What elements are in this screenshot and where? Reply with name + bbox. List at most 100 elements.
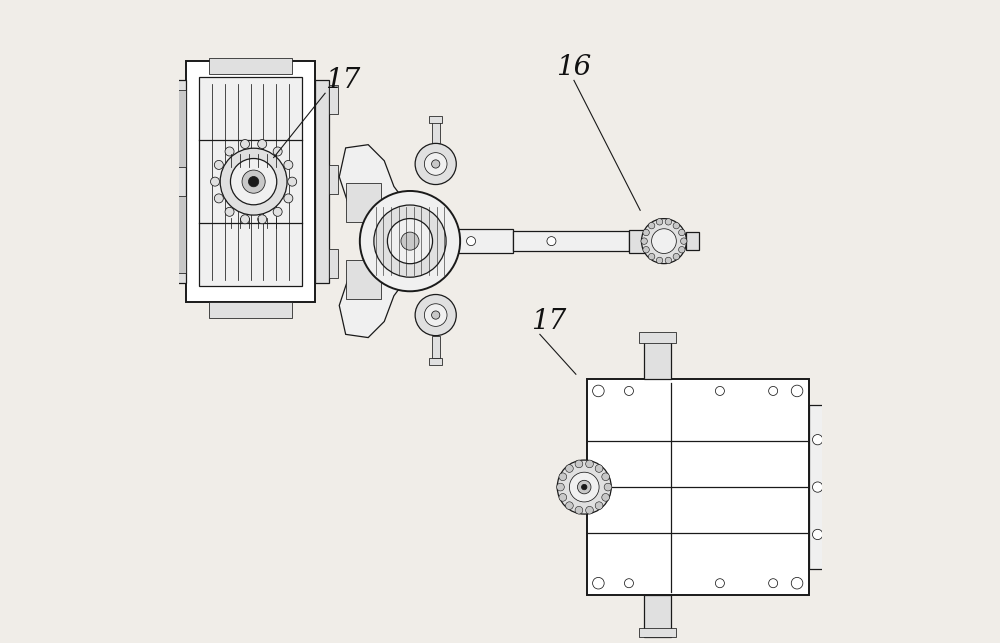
Circle shape (586, 507, 593, 514)
Circle shape (557, 484, 564, 491)
Circle shape (715, 386, 724, 395)
Circle shape (602, 494, 610, 502)
Circle shape (812, 435, 823, 445)
Circle shape (288, 177, 297, 186)
Circle shape (230, 158, 277, 204)
Circle shape (575, 507, 583, 514)
Circle shape (225, 147, 234, 156)
Circle shape (643, 246, 649, 253)
Bar (432, 336, 440, 358)
Bar (172, 80, 186, 283)
Circle shape (273, 207, 282, 216)
Text: 17: 17 (325, 67, 360, 94)
Bar (809, 405, 827, 569)
Circle shape (624, 579, 633, 588)
Circle shape (566, 502, 573, 509)
Bar (429, 116, 442, 123)
Circle shape (624, 386, 633, 395)
Circle shape (374, 205, 446, 277)
Bar (166, 119, 172, 143)
Circle shape (769, 386, 778, 395)
Circle shape (673, 253, 680, 260)
Circle shape (566, 465, 573, 473)
Bar (209, 58, 292, 74)
Bar (644, 338, 671, 379)
Bar (432, 121, 440, 143)
Circle shape (681, 238, 687, 244)
Bar (587, 379, 809, 595)
Circle shape (415, 294, 456, 336)
Circle shape (582, 484, 587, 490)
Circle shape (602, 473, 610, 480)
Circle shape (387, 219, 433, 264)
Circle shape (225, 207, 234, 216)
Circle shape (424, 303, 447, 327)
Circle shape (432, 311, 440, 319)
Circle shape (273, 147, 282, 156)
Circle shape (424, 152, 447, 176)
Bar (186, 61, 315, 302)
Circle shape (258, 215, 267, 224)
Bar (397, 229, 513, 253)
Circle shape (665, 219, 672, 225)
Circle shape (577, 480, 591, 494)
Bar (639, 332, 676, 343)
Circle shape (241, 140, 250, 149)
Circle shape (656, 257, 663, 264)
Bar (686, 232, 699, 250)
Circle shape (547, 237, 556, 246)
Circle shape (575, 460, 583, 467)
Polygon shape (339, 145, 423, 241)
Text: 16: 16 (556, 54, 592, 81)
Circle shape (595, 465, 603, 473)
Circle shape (441, 237, 450, 246)
Bar (629, 230, 648, 253)
Circle shape (679, 230, 685, 236)
Circle shape (593, 385, 604, 397)
Circle shape (241, 215, 250, 224)
Bar (166, 177, 172, 201)
Bar (209, 302, 292, 318)
Circle shape (812, 529, 823, 539)
Circle shape (557, 460, 611, 514)
Circle shape (569, 472, 599, 502)
Circle shape (593, 577, 604, 589)
Circle shape (559, 473, 567, 480)
Circle shape (211, 177, 220, 186)
Bar (644, 595, 671, 637)
Circle shape (432, 160, 440, 168)
Circle shape (715, 579, 724, 588)
Circle shape (415, 143, 456, 185)
Circle shape (679, 246, 685, 253)
Circle shape (595, 502, 603, 509)
Circle shape (673, 222, 680, 229)
Bar (178, 196, 186, 273)
Bar (315, 80, 329, 283)
Bar (329, 249, 338, 278)
Circle shape (559, 494, 567, 502)
Bar (178, 90, 186, 167)
Circle shape (791, 385, 803, 397)
Bar (329, 165, 338, 194)
Bar (346, 260, 381, 299)
Circle shape (641, 219, 686, 264)
Circle shape (769, 579, 778, 588)
Circle shape (248, 176, 259, 186)
Circle shape (258, 140, 267, 149)
Circle shape (812, 482, 823, 493)
Circle shape (467, 237, 476, 246)
Circle shape (652, 229, 676, 253)
Circle shape (586, 460, 593, 467)
Bar (199, 77, 302, 286)
Circle shape (641, 238, 647, 244)
Circle shape (214, 194, 223, 203)
Circle shape (648, 222, 655, 229)
Circle shape (220, 148, 287, 215)
Bar (429, 358, 442, 365)
Circle shape (665, 257, 672, 264)
Circle shape (604, 484, 612, 491)
Circle shape (214, 160, 223, 169)
Circle shape (791, 577, 803, 589)
Polygon shape (339, 241, 423, 338)
Circle shape (284, 194, 293, 203)
